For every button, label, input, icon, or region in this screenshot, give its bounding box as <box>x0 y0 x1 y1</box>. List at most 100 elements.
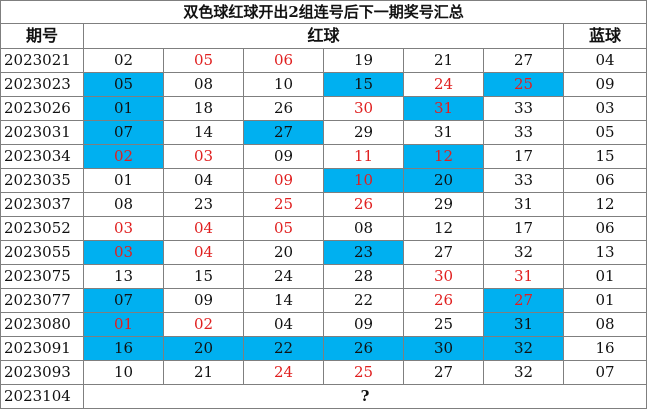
red-ball-cell: 20 <box>163 336 244 361</box>
red-ball-cell: 08 <box>163 72 244 97</box>
table-row: 2023077 07 09 14 22 26 27 01 <box>0 288 648 313</box>
red-ball-cell: 20 <box>403 168 484 193</box>
red-ball-cell: 24 <box>243 360 324 385</box>
table-row: 2023055 03 04 20 23 27 32 13 <box>0 240 648 265</box>
red-ball-cell: 22 <box>243 336 324 361</box>
blue-ball-cell: 06 <box>562 168 648 193</box>
red-ball-cell: 03 <box>163 144 244 169</box>
red-ball-cell: 04 <box>243 312 324 337</box>
red-ball-cell: 09 <box>323 312 404 337</box>
issue-cell: 2023023 <box>0 72 84 97</box>
red-ball-cell: 22 <box>323 288 404 313</box>
red-ball-cell: 09 <box>163 288 244 313</box>
red-ball-cell: 04 <box>163 240 244 265</box>
red-ball-cell: 15 <box>323 72 404 97</box>
red-ball-cell: 10 <box>243 72 324 97</box>
red-ball-cell: 27 <box>243 120 324 145</box>
issue-cell: 2023055 <box>0 240 84 265</box>
red-ball-cell: 09 <box>243 144 324 169</box>
red-ball-cell: 24 <box>243 264 324 289</box>
red-ball-cell: 15 <box>163 264 244 289</box>
table-row: 2023034 02 03 09 11 12 17 15 <box>0 144 648 169</box>
issue-cell: 2023031 <box>0 120 84 145</box>
table-row: 2023080 01 02 04 09 25 31 08 <box>0 312 648 337</box>
issue-cell: 2023091 <box>0 336 84 361</box>
blue-ball-cell: 09 <box>562 72 648 97</box>
red-ball-cell: 30 <box>403 336 484 361</box>
red-ball-cell: 10 <box>83 360 164 385</box>
red-ball-cell: 01 <box>83 96 164 121</box>
table-row: 2023091 16 20 22 26 30 32 16 <box>0 336 648 361</box>
red-ball-cell: 02 <box>163 312 244 337</box>
red-ball-cell: 31 <box>403 96 484 121</box>
table-row: 2023026 01 18 26 30 31 33 03 <box>0 96 648 121</box>
red-ball-cell: 28 <box>323 264 404 289</box>
table-row: 2023021 02 05 06 19 21 27 04 <box>0 48 648 73</box>
red-ball-cell: 03 <box>83 216 164 241</box>
table-row: 2023035 01 04 09 10 20 33 06 <box>0 168 648 193</box>
blue-ball-cell: 07 <box>562 360 648 385</box>
blue-ball-cell: 01 <box>562 288 648 313</box>
blue-ball-cell: 06 <box>562 216 648 241</box>
blue-ball-cell: 15 <box>562 144 648 169</box>
issue-cell: 2023021 <box>0 48 84 73</box>
red-ball-cell: 06 <box>243 48 324 73</box>
issue-cell: 2023052 <box>0 216 84 241</box>
header-blue-ball: 蓝球 <box>562 23 648 49</box>
red-ball-cell: 04 <box>163 216 244 241</box>
red-ball-cell: 09 <box>243 168 324 193</box>
table-row-pending: 2023104? <box>0 384 648 409</box>
red-ball-cell: 27 <box>403 360 484 385</box>
red-ball-cell: 10 <box>323 168 404 193</box>
table-row: 2023031 07 14 27 29 31 33 05 <box>0 120 648 145</box>
red-ball-cell: 25 <box>403 312 484 337</box>
red-ball-cell: 19 <box>323 48 404 73</box>
red-ball-cell: 01 <box>83 312 164 337</box>
blue-ball-cell: 08 <box>562 312 648 337</box>
red-ball-cell: 25 <box>483 72 564 97</box>
red-ball-cell: 23 <box>323 240 404 265</box>
blue-ball-cell: 01 <box>562 264 648 289</box>
pending-draw-mark: ? <box>82 384 648 409</box>
red-ball-cell: 02 <box>83 48 164 73</box>
red-ball-cell: 27 <box>483 288 564 313</box>
red-ball-cell: 20 <box>243 240 324 265</box>
red-ball-cell: 02 <box>83 144 164 169</box>
red-ball-cell: 31 <box>483 192 564 217</box>
red-ball-cell: 32 <box>483 360 564 385</box>
red-ball-cell: 26 <box>323 336 404 361</box>
red-ball-cell: 17 <box>483 144 564 169</box>
issue-cell: 2023037 <box>0 192 84 217</box>
red-ball-cell: 30 <box>403 264 484 289</box>
blue-ball-cell: 13 <box>562 240 648 265</box>
issue-cell: 2023035 <box>0 168 84 193</box>
red-ball-cell: 05 <box>83 72 164 97</box>
issue-cell: 2023093 <box>0 360 84 385</box>
red-ball-cell: 25 <box>323 360 404 385</box>
red-ball-cell: 12 <box>403 216 484 241</box>
red-ball-cell: 14 <box>163 120 244 145</box>
red-ball-cell: 33 <box>483 168 564 193</box>
table-row: 2023093 10 21 24 25 27 32 07 <box>0 360 648 385</box>
table-title: 双色球红球开出2组连号后下一期奖号汇总 <box>0 0 648 24</box>
table-row: 2023023 05 08 10 15 24 25 09 <box>0 72 648 97</box>
red-ball-cell: 08 <box>323 216 404 241</box>
red-ball-cell: 33 <box>483 120 564 145</box>
red-ball-cell: 31 <box>483 312 564 337</box>
red-ball-cell: 26 <box>323 192 404 217</box>
red-ball-cell: 33 <box>483 96 564 121</box>
red-ball-cell: 12 <box>403 144 484 169</box>
red-ball-cell: 05 <box>243 216 324 241</box>
red-ball-cell: 08 <box>83 192 164 217</box>
red-ball-cell: 29 <box>323 120 404 145</box>
red-ball-cell: 11 <box>323 144 404 169</box>
red-ball-cell: 16 <box>83 336 164 361</box>
issue-cell: 2023034 <box>0 144 84 169</box>
red-ball-cell: 27 <box>403 240 484 265</box>
red-ball-cell: 14 <box>243 288 324 313</box>
red-ball-cell: 03 <box>83 240 164 265</box>
blue-ball-cell: 16 <box>562 336 648 361</box>
blue-ball-cell: 12 <box>562 192 648 217</box>
blue-ball-cell: 03 <box>562 96 648 121</box>
